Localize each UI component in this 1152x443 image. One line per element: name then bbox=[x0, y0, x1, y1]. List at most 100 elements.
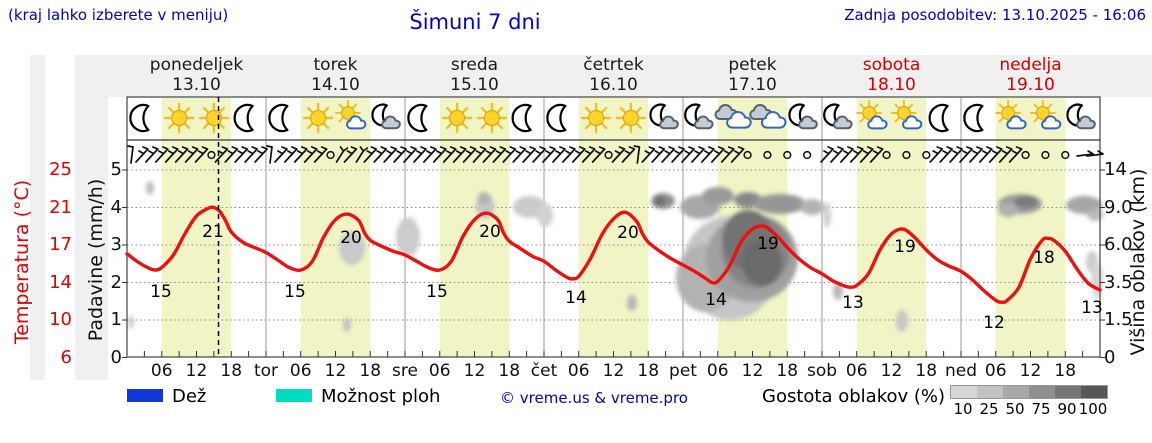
wind-barb bbox=[393, 146, 407, 163]
weather-icon-sun bbox=[615, 102, 647, 134]
time-label: 12 bbox=[880, 361, 903, 381]
sun-ray bbox=[1033, 103, 1039, 109]
temp-value-label: 19 bbox=[757, 234, 779, 254]
sun-ray bbox=[446, 122, 453, 130]
wind-calm-circle bbox=[1061, 150, 1070, 160]
wind-calm-circle bbox=[763, 150, 772, 160]
sun-ray bbox=[496, 106, 503, 114]
temp-value-label: 12 bbox=[983, 313, 1005, 333]
wind-calm-circle bbox=[783, 150, 792, 160]
wind-barb bbox=[363, 146, 378, 163]
time-label: 12 bbox=[741, 361, 764, 381]
weather-icon-sun-cloud bbox=[334, 100, 367, 130]
density-gradient-segment bbox=[951, 386, 977, 398]
moon-crescent bbox=[129, 103, 150, 133]
wind-barb bbox=[244, 146, 258, 163]
wind-barb bbox=[959, 146, 973, 163]
wind-barb bbox=[651, 146, 666, 163]
weather-icon-sun bbox=[441, 102, 473, 134]
wind-barb bbox=[373, 146, 388, 163]
wind-barb bbox=[869, 146, 884, 163]
copyright-link[interactable]: © vreme.us & vreme.pro bbox=[500, 389, 688, 407]
moon-crescent bbox=[823, 103, 840, 127]
day-abbrev-label: sob bbox=[806, 361, 838, 381]
wind-barb bbox=[355, 146, 369, 163]
time-label: 12 bbox=[1019, 361, 1042, 381]
sun-ray bbox=[585, 106, 592, 114]
wind-barb bbox=[154, 146, 169, 163]
cloud-shape bbox=[346, 115, 367, 130]
moon-crescent bbox=[268, 103, 289, 133]
cloud-blob bbox=[654, 196, 666, 206]
sun-ray bbox=[859, 117, 866, 123]
day-header: petek 17.10 bbox=[728, 55, 777, 95]
weather-icon-sun-cloud bbox=[995, 100, 1027, 130]
wind-barb bbox=[830, 146, 844, 163]
wind-barb bbox=[611, 146, 626, 163]
wind-barb bbox=[849, 146, 864, 163]
sun-ray bbox=[168, 106, 175, 114]
cloud-blob bbox=[823, 202, 831, 228]
wind-barb bbox=[127, 145, 134, 164]
wind-barb bbox=[1076, 150, 1094, 157]
wind-barb bbox=[145, 146, 159, 163]
wind-barb bbox=[502, 146, 517, 163]
day-header: sreda 15.10 bbox=[450, 55, 499, 95]
wind-barb bbox=[859, 146, 874, 163]
moon-crescent bbox=[407, 103, 428, 133]
cloud-blob bbox=[1014, 196, 1038, 208]
density-tick-label: 25 bbox=[979, 400, 999, 418]
precipitation-tick-label: 5 bbox=[110, 159, 122, 180]
sun-ray bbox=[351, 103, 358, 109]
sun-ray bbox=[998, 117, 1005, 123]
daylight-band bbox=[995, 98, 1066, 357]
cloud-shape bbox=[902, 115, 923, 130]
moon-crescent bbox=[371, 103, 388, 127]
cloud-blob bbox=[343, 318, 351, 332]
sun-ray bbox=[446, 106, 453, 114]
cloud-height-tick-label: 6.0 bbox=[1104, 234, 1133, 255]
moon-crescent bbox=[928, 103, 949, 133]
temperature-tick-label: 6 bbox=[60, 346, 72, 368]
wind-barb bbox=[840, 146, 854, 163]
wind-calm-circle bbox=[922, 150, 931, 160]
wind-barb bbox=[1008, 146, 1023, 163]
rain-legend-label: Dež bbox=[172, 386, 207, 407]
cloud-height-tick-label: 9.0 bbox=[1104, 196, 1133, 218]
day-header-strip bbox=[108, 55, 1152, 97]
weather-icon-sun bbox=[198, 102, 230, 134]
wind-barb bbox=[254, 146, 268, 163]
wind-barb bbox=[633, 145, 641, 164]
moon-crescent bbox=[649, 103, 666, 127]
temp-value-label: 20 bbox=[340, 228, 362, 248]
cloud-shape bbox=[726, 110, 752, 129]
sun-ray bbox=[461, 106, 469, 114]
wind-barb bbox=[224, 146, 239, 163]
cloud-blob bbox=[478, 192, 490, 204]
day-abbrev-label: pet bbox=[669, 361, 697, 381]
sun-ray bbox=[183, 122, 191, 130]
cloud-density-label: Gostota oblakov (%) bbox=[762, 386, 946, 407]
temperature-tick-label: 14 bbox=[49, 271, 72, 293]
temperature-tick-label: 10 bbox=[49, 309, 72, 330]
moon-crescent bbox=[963, 103, 984, 133]
time-label: 12 bbox=[602, 361, 625, 381]
wind-barb bbox=[641, 146, 656, 163]
temp-value-label: 14 bbox=[705, 290, 727, 310]
page-title: Šimuni 7 dni bbox=[409, 10, 541, 34]
sun-ray bbox=[461, 122, 469, 130]
wind-barb bbox=[691, 146, 705, 163]
wind-barb bbox=[403, 146, 417, 163]
weather-icon-moon-cloud bbox=[1066, 103, 1096, 130]
day-abbrev-label: čet bbox=[530, 361, 558, 381]
weather-icon-moon bbox=[928, 103, 949, 133]
sun-ray bbox=[338, 103, 344, 109]
wind-barb bbox=[571, 146, 586, 163]
weather-icon-moon-cloud bbox=[823, 103, 853, 130]
day-header: torek 14.10 bbox=[311, 55, 360, 95]
temp-value-label: 13 bbox=[842, 293, 864, 313]
sun-disc bbox=[1001, 106, 1016, 120]
weather-icon-moon-cloud bbox=[371, 103, 401, 130]
wind-barb bbox=[303, 146, 318, 163]
day-abbrev-label: tor bbox=[253, 361, 279, 381]
